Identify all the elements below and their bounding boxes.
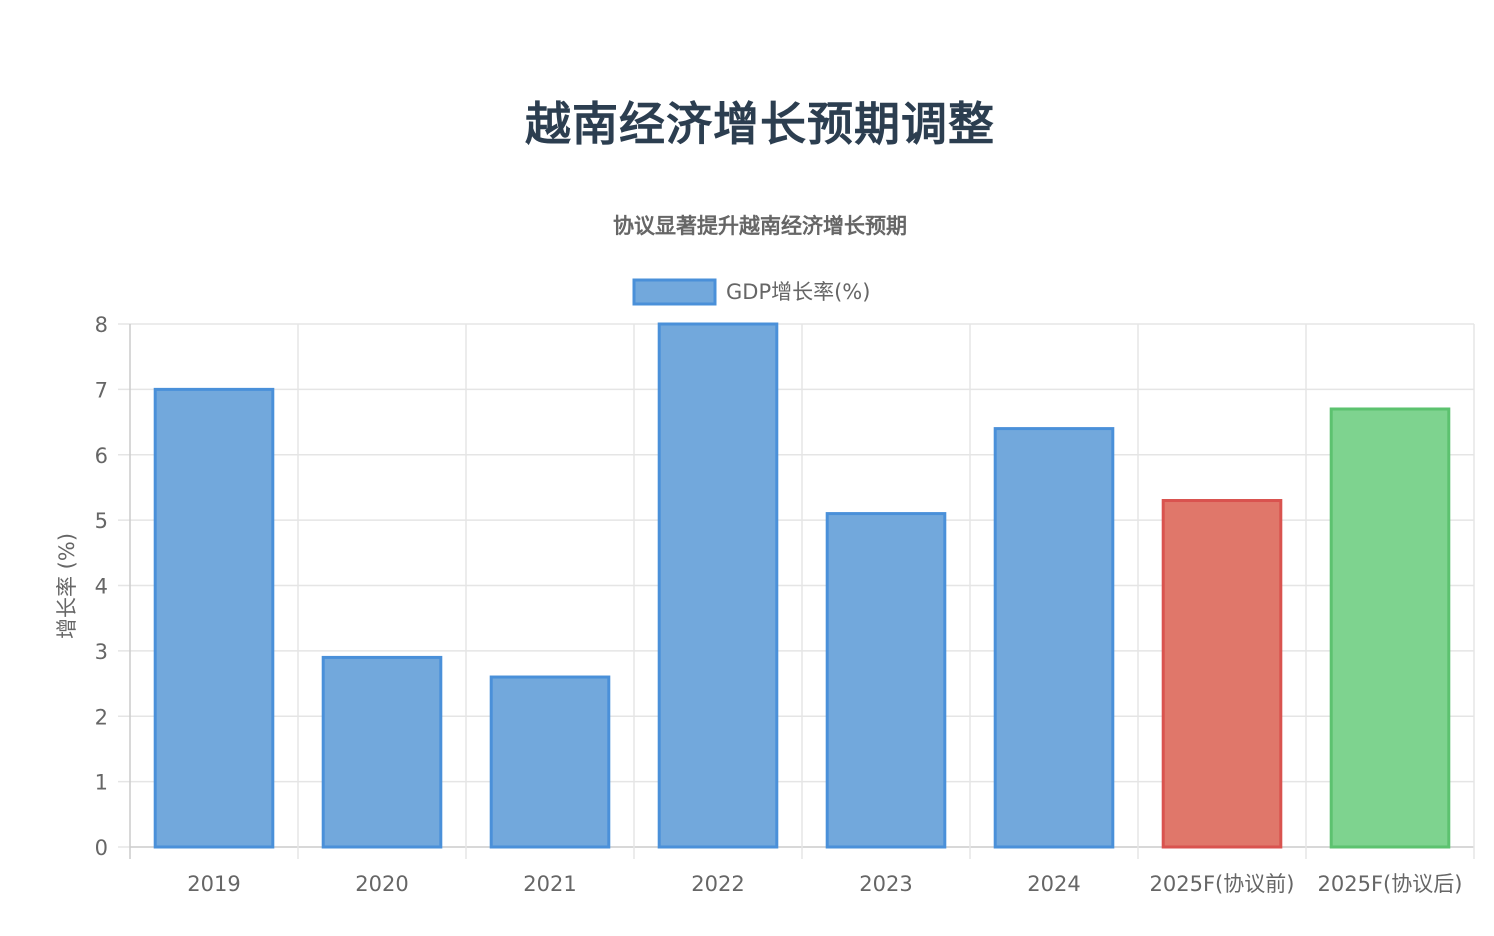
bar-2025F(协议后)[interactable] [1329,407,1451,849]
bar-2020[interactable] [321,655,443,849]
bar-2025F(协议前)[interactable] [1161,499,1283,849]
x-tick-label: 2024 [1027,872,1080,896]
y-tick-label: 6 [95,444,108,468]
page-title: 越南经济增长预期调整 [525,97,995,151]
chart-subtitle: 协议显著提升越南经济增长预期 [613,214,907,238]
y-tick-label: 3 [95,640,108,664]
x-tick-label: 2023 [859,872,912,896]
y-tick-label: 8 [95,313,108,337]
y-axis: 0 1 2 3 4 5 6 7 8 [95,313,108,860]
legend-swatch [632,278,717,306]
y-tick-label: 2 [95,705,108,729]
legend-label: GDP增长率(%) [726,280,870,304]
bar-2019[interactable] [153,387,275,849]
x-tick-label: 2019 [187,872,240,896]
y-tick-label: 4 [95,575,108,599]
chart-legend[interactable]: GDP增长率(%) [632,278,870,306]
bars [153,322,1451,849]
bar-2021[interactable] [489,675,611,849]
bar-2022[interactable] [657,322,779,849]
x-tick-label: 2021 [523,872,576,896]
x-tick-label: 2025F(协议前) [1150,872,1295,896]
x-tick-label: 2022 [691,872,744,896]
bar-2023[interactable] [825,512,947,849]
x-axis: 2019 2020 2021 2022 2023 2024 2025F(协议前) 2025F(… [187,872,1462,896]
y-tick-label: 5 [95,509,108,533]
y-tick-label: 1 [95,771,108,795]
y-axis-label: 增长率 (%) [55,533,79,639]
x-tick-label: 2025F(协议后) [1318,872,1463,896]
y-tick-label: 7 [95,378,108,402]
x-tick-label: 2020 [355,872,408,896]
y-tick-label: 0 [95,836,108,860]
bar-2024[interactable] [993,427,1115,849]
